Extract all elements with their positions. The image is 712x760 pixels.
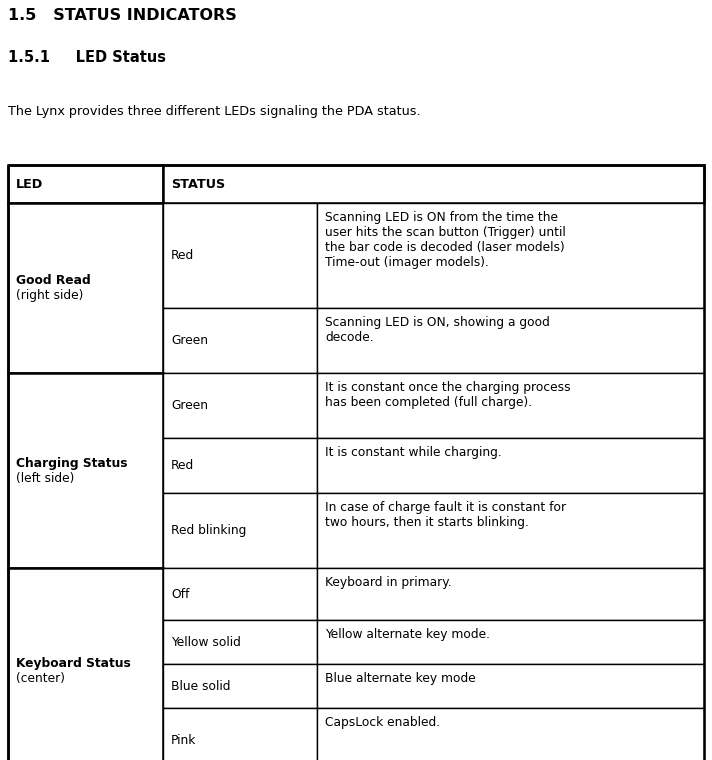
Text: CapsLock enabled.: CapsLock enabled. <box>325 716 440 729</box>
Bar <box>163 203 317 308</box>
Bar <box>317 708 704 760</box>
Text: (left side): (left side) <box>16 472 74 485</box>
Bar <box>163 308 317 373</box>
Text: It is constant while charging.: It is constant while charging. <box>325 446 502 459</box>
Text: 1.5.1     LED Status: 1.5.1 LED Status <box>8 50 166 65</box>
Text: Keyboard in primary.: Keyboard in primary. <box>325 576 451 589</box>
Text: Keyboard Status: Keyboard Status <box>16 657 131 670</box>
Bar <box>8 203 163 373</box>
Text: Good Read: Good Read <box>16 274 90 287</box>
Text: Charging Status: Charging Status <box>16 457 127 470</box>
Text: Off: Off <box>171 587 189 600</box>
Text: Red: Red <box>171 459 194 472</box>
Bar <box>8 373 163 568</box>
Text: The Lynx provides three different LEDs signaling the PDA status.: The Lynx provides three different LEDs s… <box>8 105 421 118</box>
Bar <box>317 493 704 568</box>
Text: Green: Green <box>171 399 208 412</box>
Text: Green: Green <box>171 334 208 347</box>
Text: (right side): (right side) <box>16 290 83 302</box>
Bar <box>317 620 704 664</box>
Text: Red blinking: Red blinking <box>171 524 246 537</box>
Bar <box>163 493 317 568</box>
Text: Red: Red <box>171 249 194 262</box>
Bar <box>8 165 163 203</box>
Text: Blue alternate key mode: Blue alternate key mode <box>325 672 476 685</box>
Text: LED: LED <box>16 178 43 191</box>
Text: Yellow alternate key mode.: Yellow alternate key mode. <box>325 628 490 641</box>
Text: (center): (center) <box>16 672 65 685</box>
Text: In case of charge fault it is constant for
two hours, then it starts blinking.: In case of charge fault it is constant f… <box>325 501 566 529</box>
Text: Scanning LED is ON from the time the
user hits the scan button (Trigger) until
t: Scanning LED is ON from the time the use… <box>325 211 566 269</box>
Bar <box>163 708 317 760</box>
Bar <box>163 664 317 708</box>
Bar <box>317 203 704 308</box>
Text: Blue solid: Blue solid <box>171 679 231 692</box>
Bar <box>317 438 704 493</box>
Bar <box>163 620 317 664</box>
Bar <box>163 438 317 493</box>
Bar <box>317 664 704 708</box>
Bar <box>163 373 317 438</box>
Bar <box>163 568 317 620</box>
Text: STATUS: STATUS <box>171 178 225 191</box>
Bar <box>317 308 704 373</box>
Text: 1.5   STATUS INDICATORS: 1.5 STATUS INDICATORS <box>8 8 237 23</box>
Text: It is constant once the charging process
has been completed (full charge).: It is constant once the charging process… <box>325 381 570 409</box>
Bar <box>163 165 704 203</box>
Bar <box>317 568 704 620</box>
Text: Scanning LED is ON, showing a good
decode.: Scanning LED is ON, showing a good decod… <box>325 316 550 344</box>
Bar <box>8 568 163 760</box>
Bar <box>8 165 704 760</box>
Bar <box>317 373 704 438</box>
Text: Pink: Pink <box>171 734 197 747</box>
Text: Yellow solid: Yellow solid <box>171 635 241 648</box>
